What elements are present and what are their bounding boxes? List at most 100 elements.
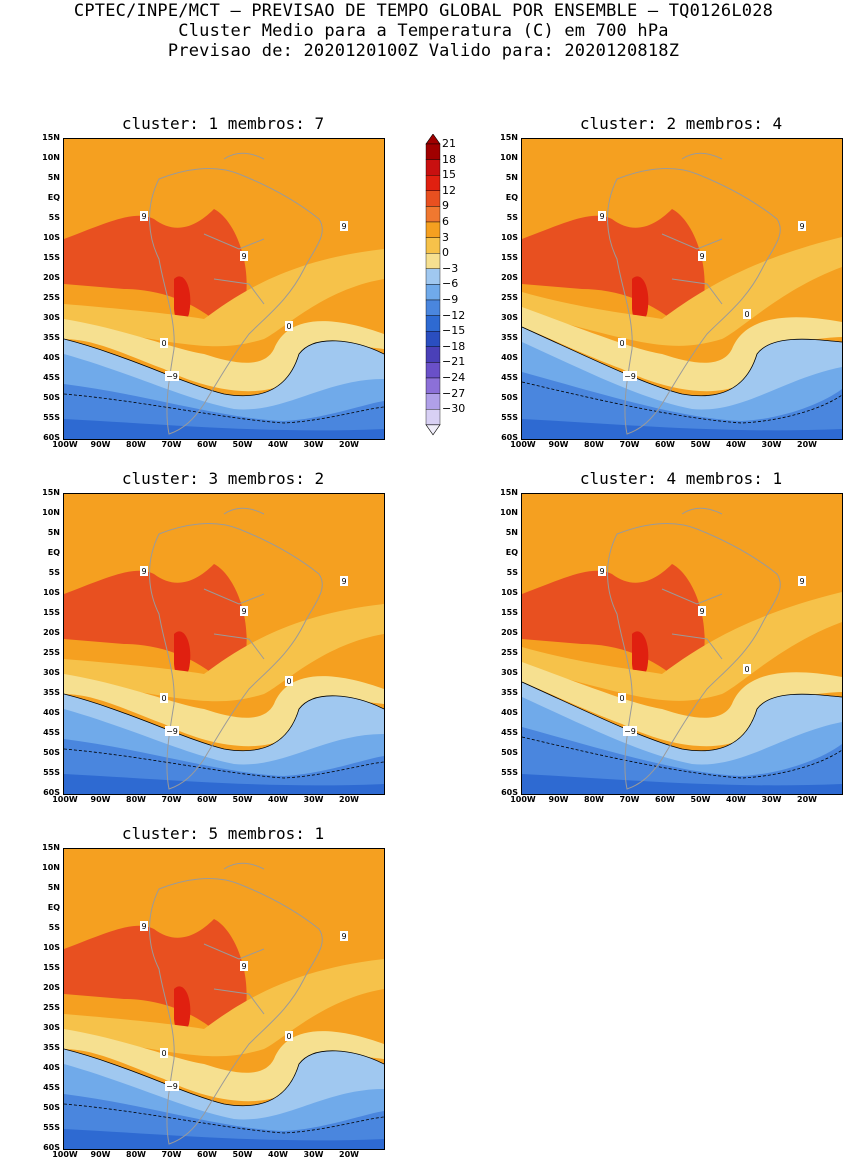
lat-tick-label: 55S — [43, 413, 60, 422]
svg-text:0: 0 — [286, 1032, 291, 1041]
temp-band-m9-m6 — [522, 727, 842, 794]
lon-tick-label: 30W — [303, 1150, 324, 1159]
colorbar-swatch — [425, 299, 441, 316]
lon-tick-label: 40W — [268, 1150, 288, 1159]
svg-text:0: 0 — [286, 677, 291, 686]
temp-band-m12-m9 — [522, 774, 842, 794]
contour-label: −9 — [623, 726, 637, 736]
lat-tick-label: 15S — [43, 608, 60, 617]
colorbar-label: −24 — [442, 371, 466, 384]
lat-tick-label: 60S — [43, 788, 60, 797]
map-panel-1: 9 9 9 0 0 −9 — [63, 138, 385, 440]
temp-band-12-15 — [632, 276, 649, 327]
lat-tick-label: 30S — [501, 668, 518, 677]
colorbar-label: 15 — [442, 168, 456, 182]
lon-tick-label: 40W — [268, 795, 288, 804]
lat-tick-label: EQ — [47, 193, 60, 202]
colorbar-label: 0 — [442, 246, 449, 260]
lat-tick-label: 35S — [43, 1043, 60, 1052]
lon-tick-label: 100W — [52, 1150, 78, 1159]
lat-tick-label: 5N — [505, 528, 518, 537]
svg-text:9: 9 — [341, 577, 346, 586]
contour-label: 9 — [598, 566, 606, 576]
lon-tick-label: 20W — [339, 1150, 359, 1159]
map-panel-3: 9 9 9 0 0 −9 — [63, 493, 385, 795]
south-america-coastline — [149, 507, 323, 790]
lat-tick-label: 25S — [43, 648, 60, 657]
lat-tick-label: 15S — [43, 253, 60, 262]
map-panel-4: 9 9 9 0 0 −9 — [521, 493, 843, 795]
lon-tick-label: 80W — [584, 440, 604, 449]
colorbar-swatch — [425, 377, 441, 394]
svg-text:9: 9 — [141, 922, 146, 931]
lon-tick-label: 80W — [126, 1150, 146, 1159]
temp-band-12-15 — [174, 986, 191, 1037]
colorbar-swatch — [425, 330, 441, 347]
svg-text:9: 9 — [141, 567, 146, 576]
lon-tick-label: 100W — [510, 795, 536, 804]
contour-label: 0 — [618, 693, 626, 703]
colorbar-swatch — [425, 252, 441, 269]
lon-tick-label: 30W — [303, 795, 324, 804]
lat-tick-label: 5S — [48, 213, 60, 222]
lat-tick-label: 25S — [43, 1003, 60, 1012]
lon-tick-label: 60W — [655, 440, 675, 449]
lon-tick-label: 40W — [268, 440, 288, 449]
lat-tick-label: 40S — [43, 353, 60, 362]
header-title-line2: Cluster Medio para a Temperatura (C) em … — [178, 21, 669, 41]
panel-title-3: cluster: 3 membros: 2 — [121, 469, 325, 488]
contour-label: 9 — [140, 211, 148, 221]
lat-tick-label: 50S — [43, 1103, 60, 1112]
lat-tick-label: 5S — [506, 568, 518, 577]
colorbar-label: −18 — [442, 339, 466, 353]
lat-tick-label: 50S — [501, 748, 518, 757]
header-title-line1: CPTEC/INPE/MCT – PREVISAO DE TEMPO GLOBA… — [73, 1, 774, 21]
lon-tick-label: 100W — [52, 440, 78, 449]
colorbar-swatch — [425, 237, 441, 254]
svg-text:0: 0 — [161, 1049, 166, 1058]
colorbar-swatch — [425, 221, 441, 238]
colorbar-label: 21 — [442, 137, 456, 150]
temp-band-9-12 — [64, 919, 247, 1039]
lat-tick-label: 5S — [48, 923, 60, 932]
lat-tick-label: 15N — [42, 488, 60, 497]
contour-label: 9 — [140, 566, 148, 576]
contour-label: 9 — [798, 221, 806, 231]
colorbar-swatch — [425, 362, 441, 379]
contour-label: 9 — [240, 606, 248, 616]
colorbar-swatch — [425, 284, 441, 301]
lon-tick-label: 50W — [232, 440, 253, 449]
south-america-coastline — [607, 507, 781, 790]
temp-band-9-12 — [522, 209, 705, 329]
lon-tick-label: 20W — [339, 795, 359, 804]
lon-tick-label: 100W — [52, 795, 78, 804]
contour-label: 0 — [285, 676, 293, 686]
svg-text:9: 9 — [699, 607, 704, 616]
lat-tick-label: 40S — [43, 1063, 60, 1072]
lat-tick-label: 5N — [47, 173, 60, 182]
lat-tick-label: 60S — [501, 433, 518, 442]
colorbar-label: −6 — [442, 277, 459, 291]
lon-tick-label: 50W — [690, 795, 711, 804]
lon-tick-label: 20W — [339, 440, 359, 449]
lat-tick-label: 40S — [501, 708, 518, 717]
lat-tick-label: 30S — [43, 1023, 60, 1032]
south-america-coastline — [607, 152, 781, 435]
svg-text:0: 0 — [161, 694, 166, 703]
lat-tick-label: 35S — [501, 333, 518, 342]
lat-tick-label: 15S — [501, 253, 518, 262]
lat-tick-label: 20S — [501, 273, 518, 282]
colorbar-label: 3 — [442, 230, 449, 244]
contour-label: 0 — [160, 693, 168, 703]
lon-tick-label: 90W — [90, 1150, 111, 1159]
colorbar-swatch — [425, 393, 441, 410]
panel-title-2: cluster: 2 membros: 4 — [579, 114, 783, 133]
lon-tick-label: 90W — [548, 795, 569, 804]
temp-band-m9-m6 — [522, 372, 842, 439]
contour-label: 0 — [743, 309, 751, 319]
contour-label: −9 — [165, 1081, 179, 1091]
lat-tick-label: 30S — [43, 668, 60, 677]
contour-label: 9 — [140, 921, 148, 931]
lat-tick-label: 15N — [500, 488, 518, 497]
temp-band-m12-m9 — [64, 1129, 384, 1149]
